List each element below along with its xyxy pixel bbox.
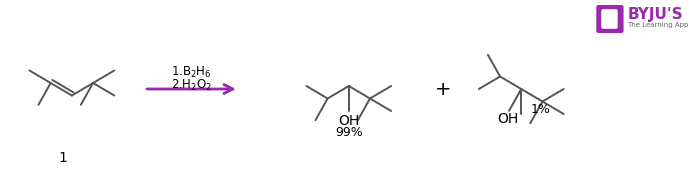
Text: 1.B$_2$H$_6$: 1.B$_2$H$_6$: [171, 65, 212, 80]
Text: +: +: [435, 79, 452, 99]
Text: 2.H$_2$O$_2$: 2.H$_2$O$_2$: [171, 77, 212, 93]
Text: 1: 1: [59, 151, 68, 165]
Text: BYJU'S: BYJU'S: [627, 7, 683, 22]
Text: OH: OH: [497, 112, 518, 126]
Text: 1%: 1%: [531, 102, 551, 116]
Text: 99%: 99%: [335, 126, 363, 140]
Text: OH: OH: [338, 114, 359, 128]
Text: The Learning App: The Learning App: [627, 22, 689, 28]
FancyBboxPatch shape: [596, 5, 624, 33]
FancyBboxPatch shape: [601, 9, 617, 28]
